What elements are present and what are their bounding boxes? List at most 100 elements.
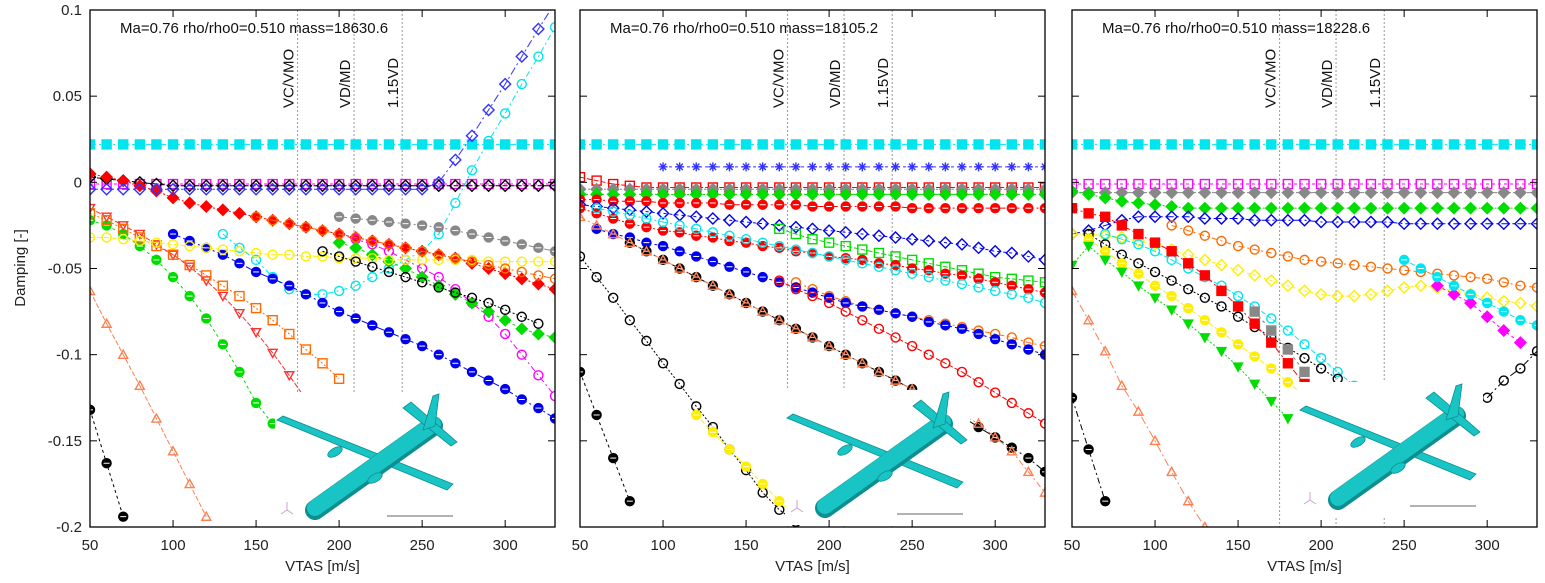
data-point: [823, 251, 835, 262]
data-point: [758, 162, 768, 172]
data-point: [300, 221, 312, 233]
data-point: [841, 162, 851, 172]
data-point: [151, 139, 162, 150]
series-line: [90, 10, 552, 190]
data-point: [580, 171, 586, 183]
data-point: [857, 139, 868, 150]
data-point: [1165, 199, 1179, 213]
data-point: [234, 246, 245, 257]
data-point: [1148, 186, 1162, 200]
data-point: [499, 256, 511, 267]
data-point: [1148, 210, 1162, 224]
data-point: [134, 229, 146, 240]
data-point: [133, 179, 147, 193]
data-point: [1072, 139, 1078, 150]
data-point: [608, 206, 619, 217]
data-point: [1249, 139, 1260, 150]
fuselage-highlight: [817, 414, 951, 514]
data-point: [1149, 266, 1161, 278]
data-point: [332, 182, 346, 196]
series-mode-15: [333, 211, 555, 257]
data-point: [1116, 220, 1128, 231]
data-point: [823, 340, 835, 351]
data-point: [608, 139, 619, 150]
data-point: [1332, 258, 1343, 269]
data-point: [201, 139, 212, 150]
data-point: [1116, 249, 1128, 260]
data-point: [1100, 228, 1111, 240]
data-point: [383, 239, 395, 250]
data-point: [383, 254, 395, 266]
data-point: [1215, 346, 1228, 358]
data-point: [1530, 217, 1537, 231]
data-point: [673, 262, 686, 273]
data-point: [1183, 139, 1194, 150]
data-point: [1133, 239, 1144, 250]
data-point: [1266, 139, 1277, 150]
series-mode-1: [90, 139, 555, 150]
engine-icon: [327, 446, 343, 458]
data-point: [1515, 363, 1526, 374]
data-point: [383, 139, 395, 150]
data-point: [1447, 201, 1461, 215]
data-point: [416, 277, 428, 288]
data-point: [1023, 408, 1034, 419]
data-point: [332, 179, 346, 193]
series-mode-13: [774, 275, 1045, 429]
data-point: [550, 0, 561, 9]
series-mode-2: [658, 162, 1045, 172]
data-point: [1116, 234, 1128, 245]
data-point: [691, 162, 701, 172]
data-point: [1430, 279, 1444, 293]
data-point: [1331, 201, 1345, 215]
data-point: [740, 297, 752, 308]
data-point: [483, 297, 494, 309]
data-point: [317, 246, 328, 257]
x-tick-label: 250: [410, 537, 435, 554]
series-line: [580, 199, 1045, 209]
data-point: [1531, 178, 1537, 190]
y-tick-label: 0.1: [61, 2, 82, 19]
series-line: [779, 280, 1045, 425]
data-point: [432, 175, 446, 189]
data-point: [1264, 186, 1278, 200]
data-point: [938, 236, 952, 250]
data-point: [1331, 215, 1345, 229]
data-point: [624, 236, 636, 247]
data-point: [533, 51, 544, 62]
data-point: [1115, 194, 1129, 208]
data-point: [134, 232, 146, 243]
data-point: [317, 358, 328, 369]
data-point: [217, 139, 229, 150]
data-point: [739, 215, 753, 229]
data-point: [1282, 358, 1294, 369]
data-point: [790, 139, 802, 150]
data-point: [266, 179, 280, 193]
data-point: [1072, 284, 1078, 296]
data-point: [1265, 396, 1277, 408]
airplane-model-inset: [275, 392, 460, 527]
data-point: [1347, 186, 1361, 200]
data-point: [1132, 281, 1145, 292]
data-point: [1497, 201, 1511, 215]
data-point: [317, 251, 328, 262]
data-point: [1448, 270, 1460, 281]
data-point: [250, 247, 262, 259]
data-point: [333, 373, 345, 384]
data-point: [955, 237, 969, 251]
data-point: [400, 242, 411, 254]
data-point: [333, 285, 345, 297]
series-line: [580, 371, 631, 502]
data-point: [499, 108, 511, 119]
data-point: [100, 317, 113, 328]
data-point: [282, 182, 296, 196]
data-point: [100, 182, 114, 196]
series-mode-9: [90, 208, 345, 384]
data-point: [1447, 186, 1461, 200]
data-point: [1298, 186, 1311, 200]
series-mode-18: [90, 284, 212, 521]
series-line: [90, 212, 340, 380]
data-point: [1480, 217, 1494, 231]
series-line: [1105, 233, 1355, 387]
data-point: [250, 302, 262, 314]
